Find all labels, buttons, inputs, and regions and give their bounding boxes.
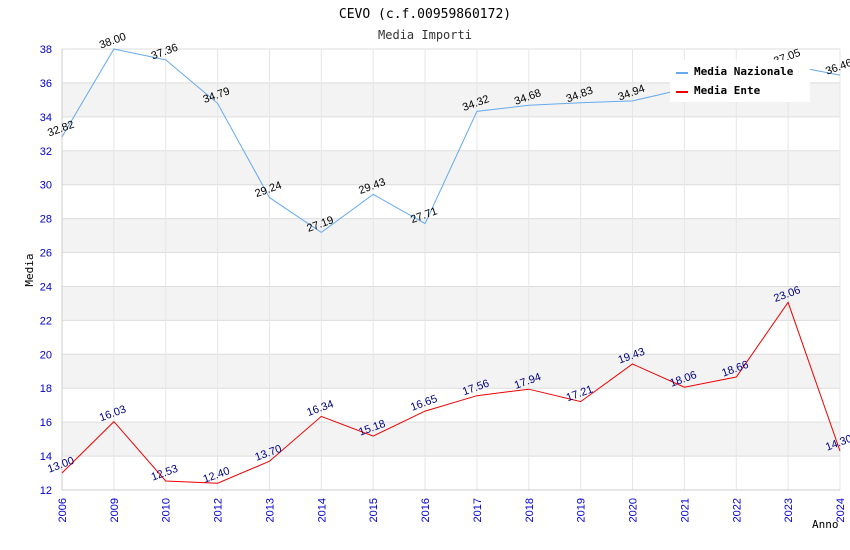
x-tick-label: 2023	[783, 498, 795, 522]
x-axis-label: Anno	[812, 518, 839, 531]
data-label-media-ente: 12.40	[202, 465, 232, 486]
series-line-media-ente	[61, 301, 841, 484]
legend-label-media-nazionale: Media Nazionale	[694, 65, 794, 78]
data-label-media-nazionale: 38.00	[98, 31, 128, 52]
series-line-media-nazionale	[61, 48, 841, 234]
y-tick-label: 36	[40, 78, 52, 90]
y-tick-label: 32	[40, 146, 52, 158]
x-tick-label: 2009	[109, 498, 121, 522]
x-tick-label: 2010	[161, 498, 173, 522]
data-label-media-ente: 16.03	[98, 403, 128, 424]
chart-subtitle: Media Importi	[378, 28, 472, 42]
x-tick-label: 2018	[524, 498, 536, 522]
y-tick-label: 18	[40, 383, 52, 395]
grid-band	[62, 218, 840, 253]
legend: Media Nazionale Media Ente	[670, 60, 810, 102]
x-tick-label: 2006	[57, 498, 69, 522]
legend-label-media-ente: Media Ente	[694, 84, 761, 97]
gridlines	[61, 48, 841, 491]
y-tick-label: 26	[40, 248, 52, 260]
y-tick-label: 22	[40, 315, 52, 327]
x-tick-label: 2014	[316, 498, 328, 522]
grid-bands	[62, 82, 840, 457]
x-tick-label: 2017	[472, 498, 484, 522]
data-label-media-ente: 16.34	[305, 398, 335, 419]
x-tick-label: 2015	[368, 498, 380, 522]
y-tick-label: 38	[40, 44, 52, 56]
y-tick-label: 24	[40, 281, 52, 293]
x-tick-label: 2024	[835, 498, 847, 522]
grid-band	[62, 286, 840, 321]
x-tick-label: 2020	[628, 498, 640, 522]
y-tick-label: 28	[40, 214, 52, 226]
y-tick-label: 34	[40, 112, 52, 124]
y-tick-label: 12	[40, 485, 52, 497]
chart-title: CEVO (c.f.00959860172)	[339, 7, 511, 22]
x-tick-label: 2019	[576, 498, 588, 522]
y-tick-label: 30	[40, 180, 52, 192]
x-tick-label: 2021	[679, 498, 691, 522]
grid-band	[62, 422, 840, 457]
x-tick-label: 2013	[264, 498, 276, 522]
y-axis: 12 14 16 18 20 22 24 26 28 30 32 34 36 38	[40, 44, 52, 497]
data-label-media-ente: 16.65	[409, 393, 439, 414]
x-tick-label: 2016	[420, 498, 432, 522]
y-tick-label: 20	[40, 349, 52, 361]
x-tick-label: 2022	[731, 498, 743, 522]
y-tick-label: 14	[40, 451, 52, 463]
y-axis-label: Media	[23, 253, 36, 286]
x-tick-label: 2012	[213, 498, 225, 522]
legend-box	[670, 60, 810, 102]
x-axis: 2006 2009 2010 2012 2013 2014 2015 2016 2017 2018…	[57, 498, 847, 522]
y-tick-label: 16	[40, 417, 52, 429]
